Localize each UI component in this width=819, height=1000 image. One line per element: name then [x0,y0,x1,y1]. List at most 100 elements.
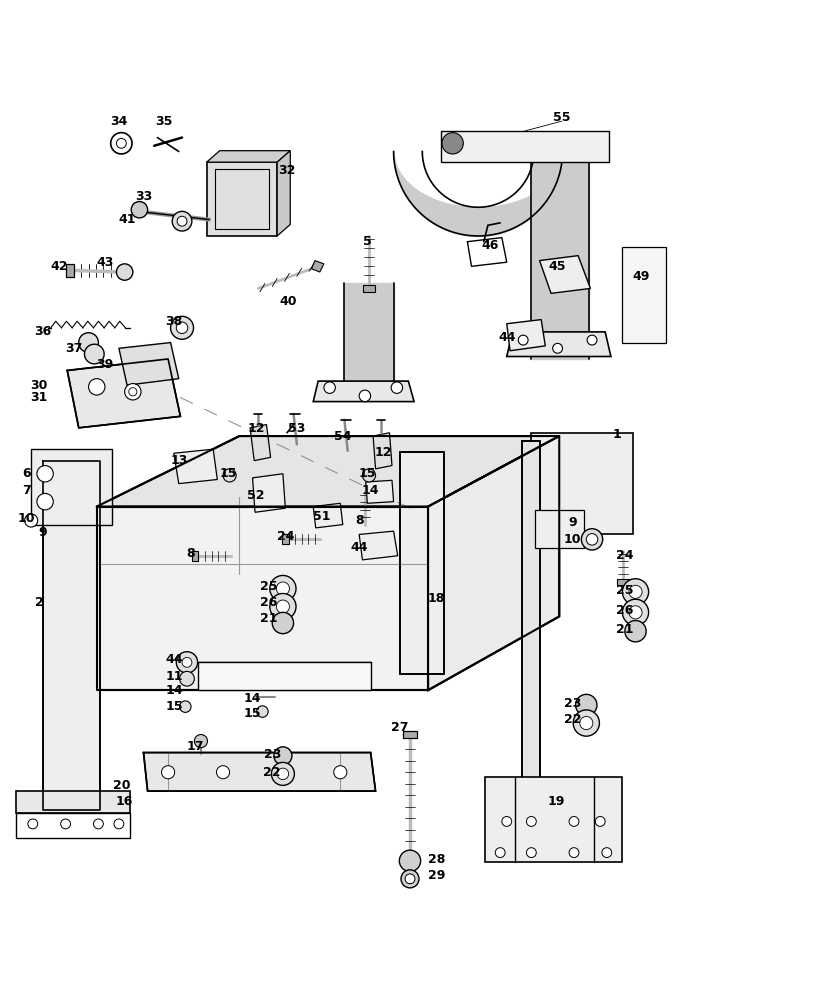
Circle shape [405,874,414,884]
Circle shape [170,316,193,339]
Text: 35: 35 [155,115,173,128]
Polygon shape [311,261,324,272]
Text: 17: 17 [186,740,204,752]
Circle shape [595,817,604,826]
Circle shape [194,735,207,748]
Circle shape [622,599,648,625]
Circle shape [216,766,229,779]
Text: 29: 29 [427,869,445,882]
Polygon shape [119,343,179,385]
Text: 23: 23 [263,748,281,761]
Circle shape [271,762,294,785]
Circle shape [88,379,105,395]
Circle shape [276,600,289,613]
Text: 12: 12 [247,422,265,435]
Text: 8: 8 [355,514,363,527]
Circle shape [269,575,296,602]
Polygon shape [192,551,198,561]
Polygon shape [531,433,632,534]
Circle shape [552,343,562,353]
Circle shape [518,335,527,345]
Polygon shape [252,474,285,512]
Text: 44: 44 [165,653,183,666]
Text: 36: 36 [34,325,52,338]
Text: 5: 5 [363,235,371,248]
Circle shape [572,710,599,736]
Circle shape [400,870,419,888]
Circle shape [359,390,370,402]
Text: 28: 28 [427,853,445,866]
Polygon shape [97,436,559,507]
Circle shape [176,322,188,334]
Circle shape [61,819,70,829]
Polygon shape [403,731,416,738]
Circle shape [116,138,126,148]
Polygon shape [313,381,414,402]
Circle shape [526,817,536,826]
Text: 15: 15 [165,700,183,713]
Text: 9: 9 [38,526,47,539]
Text: 32: 32 [278,164,296,177]
Circle shape [601,848,611,858]
Text: 21: 21 [615,623,633,636]
Text: 39: 39 [96,358,114,371]
Circle shape [124,384,141,400]
Circle shape [391,382,402,393]
Polygon shape [531,152,588,359]
Circle shape [179,701,191,712]
Circle shape [161,766,174,779]
Circle shape [586,335,596,345]
Text: 43: 43 [96,256,114,269]
Polygon shape [400,452,444,674]
Circle shape [25,514,38,527]
Text: 15: 15 [219,467,237,480]
Circle shape [79,333,98,352]
Text: 26: 26 [615,604,633,617]
Text: 16: 16 [115,795,133,808]
Circle shape [586,534,597,545]
Circle shape [568,817,578,826]
Text: 27: 27 [391,721,409,734]
Circle shape [84,344,104,364]
Circle shape [223,469,236,482]
Polygon shape [428,436,559,690]
Text: 20: 20 [112,779,130,792]
Text: 38: 38 [165,315,183,328]
Text: 21: 21 [260,612,278,625]
Text: 37: 37 [65,342,83,355]
Text: 46: 46 [481,239,499,252]
Circle shape [116,264,133,280]
Text: 2: 2 [35,596,43,609]
Polygon shape [174,449,217,484]
Circle shape [182,657,192,667]
Circle shape [399,850,420,871]
Polygon shape [539,256,590,293]
Circle shape [495,848,505,858]
Polygon shape [143,753,375,791]
Text: 23: 23 [563,697,581,710]
Text: 31: 31 [30,391,48,404]
Polygon shape [43,461,100,810]
Polygon shape [365,480,393,503]
Text: 25: 25 [260,580,278,593]
Polygon shape [282,534,288,544]
Circle shape [568,848,578,858]
Circle shape [129,388,137,396]
Circle shape [272,612,293,634]
Text: 51: 51 [312,510,330,523]
Circle shape [37,466,53,482]
Text: 40: 40 [279,295,297,308]
Text: 49: 49 [631,270,649,283]
Circle shape [256,706,268,717]
Polygon shape [67,359,180,428]
Text: 45: 45 [548,260,566,273]
Text: 30: 30 [30,379,48,392]
Circle shape [269,593,296,620]
Text: 24: 24 [276,530,294,543]
Circle shape [579,716,592,730]
Text: 25: 25 [615,584,633,597]
Polygon shape [344,283,393,389]
Polygon shape [206,162,277,236]
Polygon shape [373,433,391,469]
Text: 24: 24 [615,549,633,562]
